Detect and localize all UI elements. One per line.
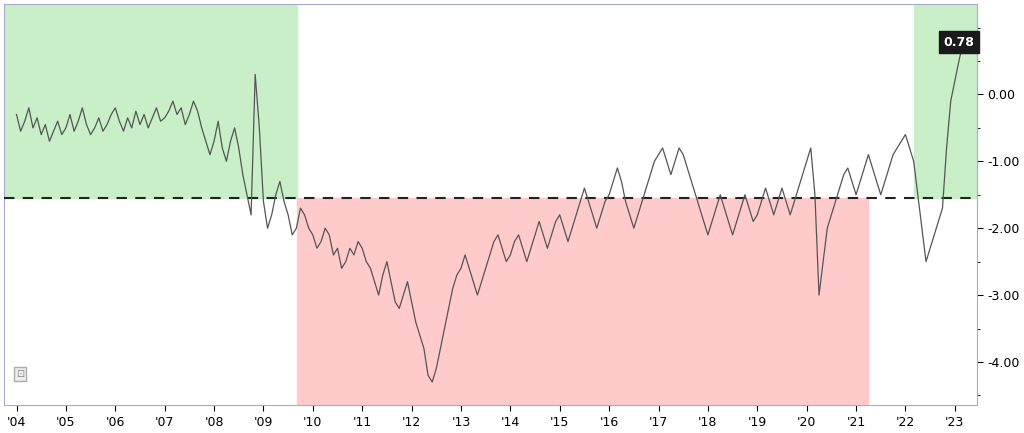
Text: 0.78: 0.78: [944, 36, 975, 49]
Text: ⊡: ⊡: [15, 369, 24, 379]
